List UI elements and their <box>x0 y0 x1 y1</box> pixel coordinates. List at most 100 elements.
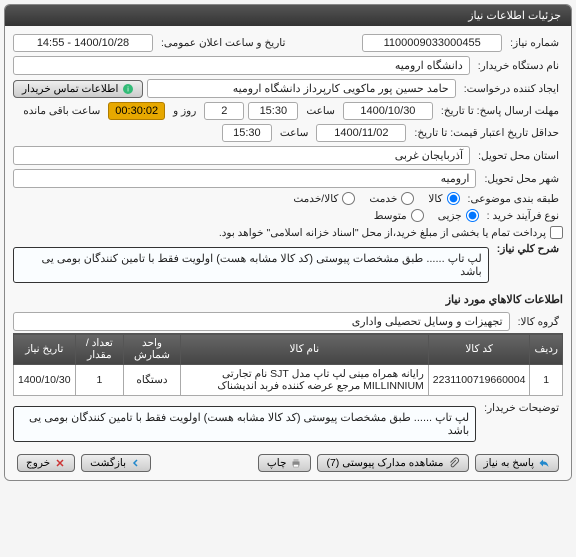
label-remaining: ساعت باقی مانده <box>19 105 104 117</box>
row-creator: ایجاد کننده درخواست: حامد حسین پور ماکوی… <box>13 77 563 100</box>
label-province: استان محل تحویل: <box>474 150 563 162</box>
row-province: استان محل تحویل: آذربایجان غربی <box>13 144 563 167</box>
field-need-number: 1100009033000455 <box>362 34 502 52</box>
row-buyer: نام دستگاه خریدار: دانشگاه ارومیه <box>13 54 563 77</box>
row-price-validity: حداقل تاریخ اعتبار قیمت: تا تاریخ: 1400/… <box>13 122 563 144</box>
th-row: ردیف <box>530 334 563 365</box>
goods-table: ردیف کد کالا نام کالا واحد شمارش تعداد /… <box>13 333 563 396</box>
row-response-deadline: مهلت ارسال پاسخ: تا تاریخ: 1400/10/30 سا… <box>13 100 563 122</box>
radio-small-label: جزیی <box>438 210 462 222</box>
radio-goods[interactable]: کالا <box>428 192 459 205</box>
label-goods-group: گروه کالا: <box>514 316 563 328</box>
radio-service[interactable]: خدمت <box>369 192 414 205</box>
field-announce-datetime: 1400/10/28 - 14:55 <box>13 34 153 52</box>
field-goods-group: تجهیزات و وسایل تحصیلی واداری <box>13 312 510 331</box>
respond-button[interactable]: پاسخ به نیاز <box>475 454 559 472</box>
field-province: آذربایجان غربی <box>13 146 470 165</box>
cell-date: 1400/10/30 <box>14 365 76 396</box>
footer-left: بازگشت خروج <box>17 454 151 472</box>
row-goods-class: طبقه بندی موضوعی: کالا خدمت کالا/خدمت <box>13 190 563 207</box>
th-unit: واحد شمارش <box>124 334 181 365</box>
cell-unit: دستگاه <box>124 365 181 396</box>
print-icon <box>290 457 302 469</box>
th-qty: تعداد / مقدار <box>75 334 124 365</box>
radio-both-input[interactable] <box>342 192 355 205</box>
radio-both-label: کالا/خدمت <box>293 193 338 205</box>
exit-button[interactable]: خروج <box>17 454 75 472</box>
label-goods-class: طبقه بندی موضوعی: <box>464 193 563 205</box>
label-announce-datetime: تاریخ و ساعت اعلان عمومی: <box>157 37 289 49</box>
radio-small[interactable]: جزیی <box>438 209 479 222</box>
label-buy-process: نوع فرآیند خرید : <box>483 210 563 222</box>
th-name: نام کالا <box>180 334 428 365</box>
radio-service-label: خدمت <box>369 193 397 205</box>
buyer-notes-desc: لپ تاپ ...... طبق مشخصات پیوستی (کد کالا… <box>13 406 476 442</box>
radio-service-input[interactable] <box>401 192 414 205</box>
panel-title: جزئیات اطلاعات نیاز <box>5 5 571 26</box>
label-buyer-name: نام دستگاه خریدار: <box>474 60 563 72</box>
print-label: چاپ <box>267 457 287 469</box>
field-buyer-name: دانشگاه ارومیه <box>13 56 470 75</box>
section-goods-info: اطلاعات كالاهاي مورد نياز <box>13 289 563 310</box>
checkbox-payment-label: پرداخت تمام یا بخشی از مبلغ خرید،از محل … <box>219 227 546 239</box>
row-city: شهر محل تحویل: ارومیه <box>13 167 563 190</box>
label-response-deadline: مهلت ارسال پاسخ: تا تاریخ: <box>437 105 563 117</box>
cell-row: 1 <box>530 365 563 396</box>
attachment-icon <box>448 457 460 469</box>
row-need-number: شماره نیاز: 1100009033000455 تاریخ و ساع… <box>13 32 563 54</box>
countdown-timer: 00:30:02 <box>108 102 165 120</box>
label-need-number: شماره نیاز: <box>506 37 563 49</box>
label-hour1: ساعت <box>302 105 339 117</box>
radio-mid[interactable]: متوسط <box>374 209 424 222</box>
table-row[interactable]: 1 2231100719660004 رایانه همراه مینی لپ … <box>14 365 563 396</box>
th-date: تاریخ نیاز <box>14 334 76 365</box>
cell-code: 2231100719660004 <box>428 365 530 396</box>
label-buyer-notes: توضیحات خریدار: <box>480 402 563 414</box>
print-button[interactable]: چاپ <box>258 454 312 472</box>
row-goods-group: گروه کالا: تجهیزات و وسایل تحصیلی واداری <box>13 310 563 333</box>
exit-label: خروج <box>26 457 50 469</box>
back-label: بازگشت <box>90 457 126 469</box>
attachments-label: مشاهده مدارک پیوستی (7) <box>326 457 443 469</box>
buyer-contact-button[interactable]: i اطلاعات تماس خریدار <box>13 80 143 98</box>
respond-label: پاسخ به نیاز <box>484 457 534 469</box>
field-price-hour: 15:30 <box>222 124 272 142</box>
radio-goods-input[interactable] <box>447 192 460 205</box>
label-price-validity: حداقل تاریخ اعتبار قیمت: تا تاریخ: <box>410 127 563 139</box>
radio-both[interactable]: کالا/خدمت <box>293 192 355 205</box>
buy-process-radio-group: جزیی متوسط <box>374 209 479 222</box>
goods-class-radio-group: کالا خدمت کالا/خدمت <box>293 192 459 205</box>
back-button[interactable]: بازگشت <box>81 454 151 472</box>
th-code: کد کالا <box>428 334 530 365</box>
checkbox-payment-input[interactable] <box>550 226 563 239</box>
exit-icon <box>54 457 66 469</box>
radio-mid-label: متوسط <box>374 210 407 222</box>
cell-qty: 1 <box>75 365 124 396</box>
footer-right: پاسخ به نیاز مشاهده مدارک پیوستی (7) چاپ <box>258 454 559 472</box>
row-need-general: شرح كلي نياز: لپ تاپ ...... طبق مشخصات پ… <box>13 241 563 289</box>
attachments-button[interactable]: مشاهده مدارک پیوستی (7) <box>317 454 468 472</box>
field-request-creator: حامد حسین پور ماکویی کارپرداز دانشگاه ار… <box>147 79 455 98</box>
back-icon <box>130 457 142 469</box>
cell-name: رایانه همراه مینی لپ تاپ مدل SJT نام تجا… <box>180 365 428 396</box>
label-day-and: روز و <box>169 105 200 117</box>
label-need-general: شرح كلي نياز: <box>493 243 563 255</box>
field-response-hour: 15:30 <box>248 102 298 120</box>
label-city: شهر محل تحویل: <box>480 173 563 185</box>
field-response-date: 1400/10/30 <box>343 102 433 120</box>
table-header-row: ردیف کد کالا نام کالا واحد شمارش تعداد /… <box>14 334 563 365</box>
panel-body: شماره نیاز: 1100009033000455 تاریخ و ساع… <box>5 26 571 480</box>
checkbox-payment[interactable]: پرداخت تمام یا بخشی از مبلغ خرید،از محل … <box>219 226 563 239</box>
field-days-left: 2 <box>204 102 244 120</box>
field-price-date: 1400/11/02 <box>316 124 406 142</box>
label-request-creator: ایجاد کننده درخواست: <box>460 83 563 95</box>
need-general-desc: لپ تاپ ...... طبق مشخصات پیوستی (کد کالا… <box>13 247 489 283</box>
field-city: ارومیه <box>13 169 476 188</box>
footer-bar: پاسخ به نیاز مشاهده مدارک پیوستی (7) چاپ… <box>13 448 563 474</box>
radio-mid-input[interactable] <box>411 209 424 222</box>
radio-small-input[interactable] <box>466 209 479 222</box>
info-icon: i <box>122 83 134 95</box>
row-buyer-notes: توضیحات خریدار: لپ تاپ ...... طبق مشخصات… <box>13 400 563 448</box>
radio-goods-label: کالا <box>428 193 442 205</box>
label-hour2: ساعت <box>276 127 313 139</box>
